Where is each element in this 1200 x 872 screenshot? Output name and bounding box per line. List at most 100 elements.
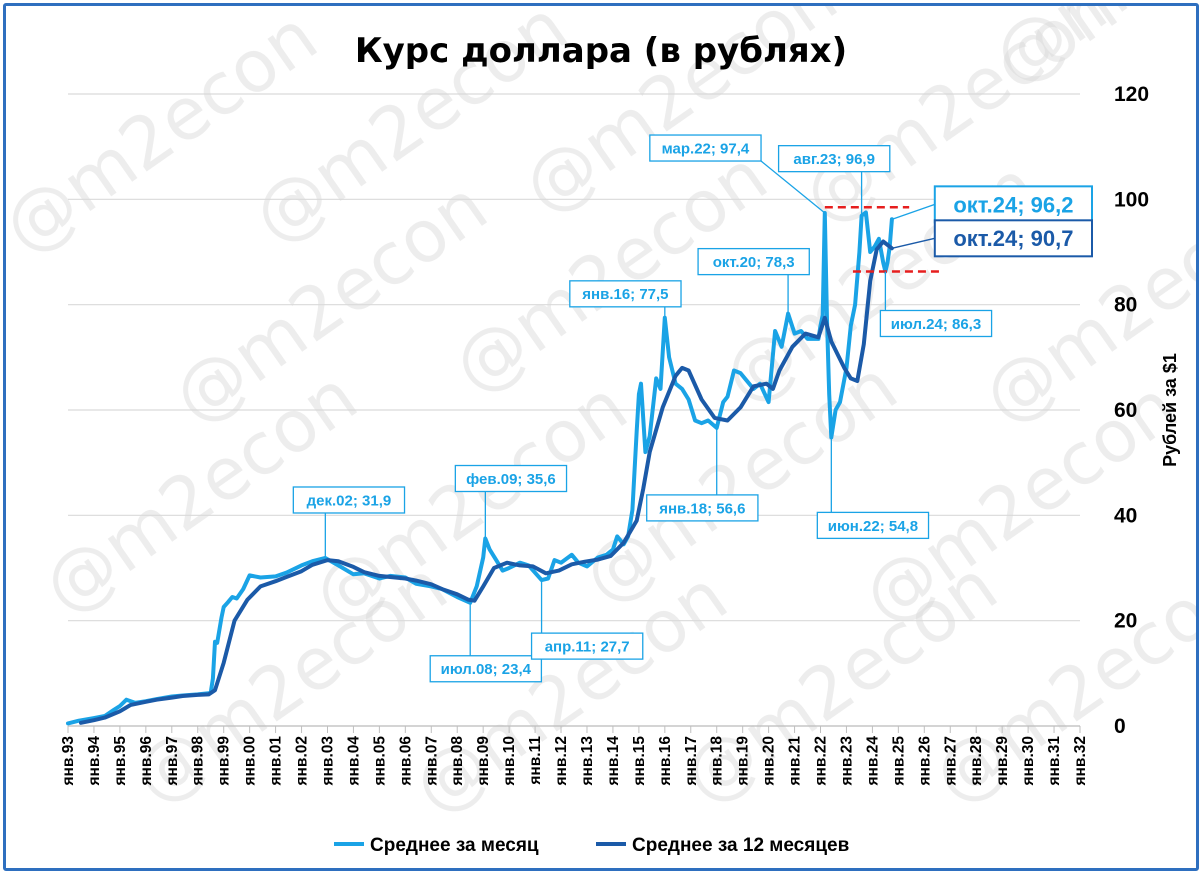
annotation-label: мар.22; 97,4 [662,140,750,157]
chart-svg: @m2econ@m2econ@m2econ@m2econ@m2econ@m2ec… [6,6,1196,856]
y-tick-label: 0 [1114,715,1126,738]
annotation-label: авг.23; 96,9 [793,151,875,168]
annotation-label: апр.11; 27,7 [545,639,630,656]
x-tick-label: янв.25 [890,736,907,786]
annotation-label: янв.18; 56,6 [659,500,745,517]
annotation-leader [760,160,826,214]
x-tick-label: янв.98 [190,736,207,786]
x-tick-label: янв.01 [268,736,285,786]
annotation: апр.11; 27,7 [530,580,644,660]
annotation-label: июл.08; 23,4 [441,661,532,678]
y-tick-label: 80 [1114,294,1137,317]
y-tick-label: 40 [1114,504,1137,527]
x-tick-label: янв.20 [761,736,778,785]
x-axis: янв.93 янв.94 янв.95 янв.96 янв.97 янв.98 янв.… [60,725,1089,786]
chart-frame: @m2econ @m2econ @m2econ @m2econ @m2econ @m2ec… [3,3,1199,871]
annotation: янв.18; 56,6 [646,427,759,522]
x-tick-label: янв.27 [942,736,959,785]
annotation-label: окт.24; 96,2 [953,192,1073,217]
annotation-box [454,464,568,493]
x-tick-label: янв.16 [657,736,674,786]
annotation-leader [891,203,936,220]
x-tick-label: янв.29 [994,736,1011,786]
annotation: окт.20; 78,3 [697,247,810,314]
x-tick-label: янв.02 [294,736,311,785]
watermark-layer: @m2econ@m2econ@m2econ@m2econ@m2econ@m2ec… [6,6,1196,830]
x-tick-label: янв.21 [787,736,804,786]
annotation: авг.23; 96,9 [777,145,891,216]
annotation-box [292,486,406,514]
x-tick-label: янв.08 [449,736,466,786]
y-tick-label: 100 [1114,188,1149,211]
annotation-box [649,134,762,162]
annotation: мар.22; 97,4 [649,134,826,214]
x-tick-label: янв.04 [345,736,362,786]
y-axis-ticks: 0 20 40 60 80 100 120 [1114,83,1149,738]
x-tick-label: янв.93 [60,736,77,786]
annotation: янв.16; 77,5 [569,280,682,318]
series-line-monthly [66,210,894,726]
legend: Среднее за месяц Среднее за 12 месяцев [334,835,849,856]
annotation-label: фев.09; 35,6 [466,471,556,488]
annotation-label: окт.20; 78,3 [713,254,795,271]
x-tick-label: янв.17 [683,736,700,785]
x-tick-label: янв.96 [138,736,155,786]
annotation: окт.24; 96,2 [891,185,1093,224]
x-tick-label: янв.13 [579,736,596,786]
annotation-box [530,632,644,660]
annotation: окт.24; 90,7 [891,219,1093,258]
x-tick-label: янв.11 [527,736,544,785]
annotation-label: июн.22; 54,8 [828,518,918,535]
annotation-leader [891,237,935,249]
x-tick-label: янв.05 [371,736,388,786]
annotations-layer: дек.02; 31,9 июл.08; 23,4 фев.09; 35,6 апр.… [292,134,1093,683]
legend-label: Среднее за месяц [370,835,539,856]
x-tick-label: янв.18 [709,736,726,786]
annotation-box [646,494,759,522]
y-tick-label: 60 [1114,399,1137,422]
x-tick-label: янв.15 [631,736,648,786]
x-tick-label: янв.32 [1072,736,1089,785]
x-tick-label: янв.19 [735,736,752,786]
legend-label: Среднее за 12 месяцев [632,835,849,856]
x-tick-label: янв.09 [475,736,492,786]
series-line-12-month [79,239,894,725]
x-tick-label: янв.94 [86,736,103,786]
y-tick-label: 20 [1114,610,1137,633]
annotation-label: июл.24; 86,3 [891,316,981,333]
x-tick-label: янв.12 [553,736,570,785]
annotation-box [569,280,682,308]
annotation: июн.22; 54,8 [816,437,930,540]
annotation: дек.02; 31,9 [292,486,406,558]
annotation-box [777,145,891,173]
annotation-box [933,219,1093,258]
x-tick-label: янв.03 [319,736,336,786]
legend-item: Среднее за месяц [334,835,539,856]
annotation-label: окт.24; 90,7 [953,226,1073,251]
legend-item: Среднее за 12 месяцев [596,835,849,856]
annotation-box [933,185,1093,224]
x-tick-label: янв.23 [838,736,855,786]
x-tick-label: янв.31 [1046,736,1063,786]
annotation: фев.09; 35,6 [454,464,568,539]
x-tick-label: янв.07 [423,736,440,785]
x-tick-label: янв.14 [605,736,622,786]
x-tick-label: янв.95 [112,736,129,786]
x-tick-label: янв.99 [216,736,233,786]
annotation-label: янв.16; 77,5 [582,286,668,303]
x-tick-label: янв.00 [242,736,259,785]
series-layer [66,210,894,726]
x-tick-label: янв.10 [501,736,518,785]
annotation: июл.08; 23,4 [429,602,543,683]
y-axis-label: Рублей за $1 [1160,353,1180,467]
x-tick-label: янв.97 [164,736,181,785]
chart-title: Курс доллара (в рублях) [355,31,847,71]
x-tick-label: янв.26 [916,736,933,786]
x-tick-label: янв.30 [1020,736,1037,785]
annotation-label: дек.02; 31,9 [307,492,392,509]
annotation-box [429,655,543,683]
y-tick-label: 120 [1114,83,1149,106]
x-tick-label: янв.28 [968,736,985,786]
annotation-box [879,309,993,338]
x-tick-label: янв.06 [397,736,414,786]
